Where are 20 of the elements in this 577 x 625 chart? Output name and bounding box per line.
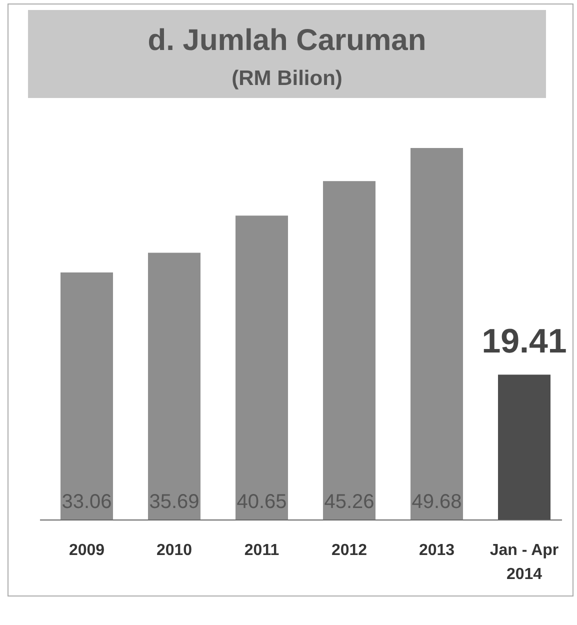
bar <box>323 181 376 520</box>
chart-subtitle: (RM Bilion) <box>232 67 342 90</box>
data-label: 19.41 <box>482 322 567 361</box>
x-tick-label: 2010 <box>156 542 192 559</box>
data-label: 49.68 <box>412 491 462 513</box>
x-tick-label: 2009 <box>68 542 105 559</box>
data-label: 40.65 <box>236 491 287 513</box>
x-tick-label: 2011 <box>244 542 280 559</box>
bar <box>148 252 200 520</box>
bar <box>236 216 288 520</box>
chart-title: d. Jumlah Caruman <box>148 24 426 57</box>
x-tick-label: 2012 <box>331 542 368 559</box>
data-label: 45.26 <box>324 491 374 513</box>
bar <box>498 374 550 520</box>
bar <box>410 148 463 520</box>
bar <box>60 272 113 520</box>
x-tick-label: 2013 <box>418 542 455 559</box>
data-label: 35.69 <box>149 491 200 513</box>
x-tick-label: Jan - Apr 2014 <box>490 542 559 583</box>
data-label: 33.06 <box>62 491 112 513</box>
